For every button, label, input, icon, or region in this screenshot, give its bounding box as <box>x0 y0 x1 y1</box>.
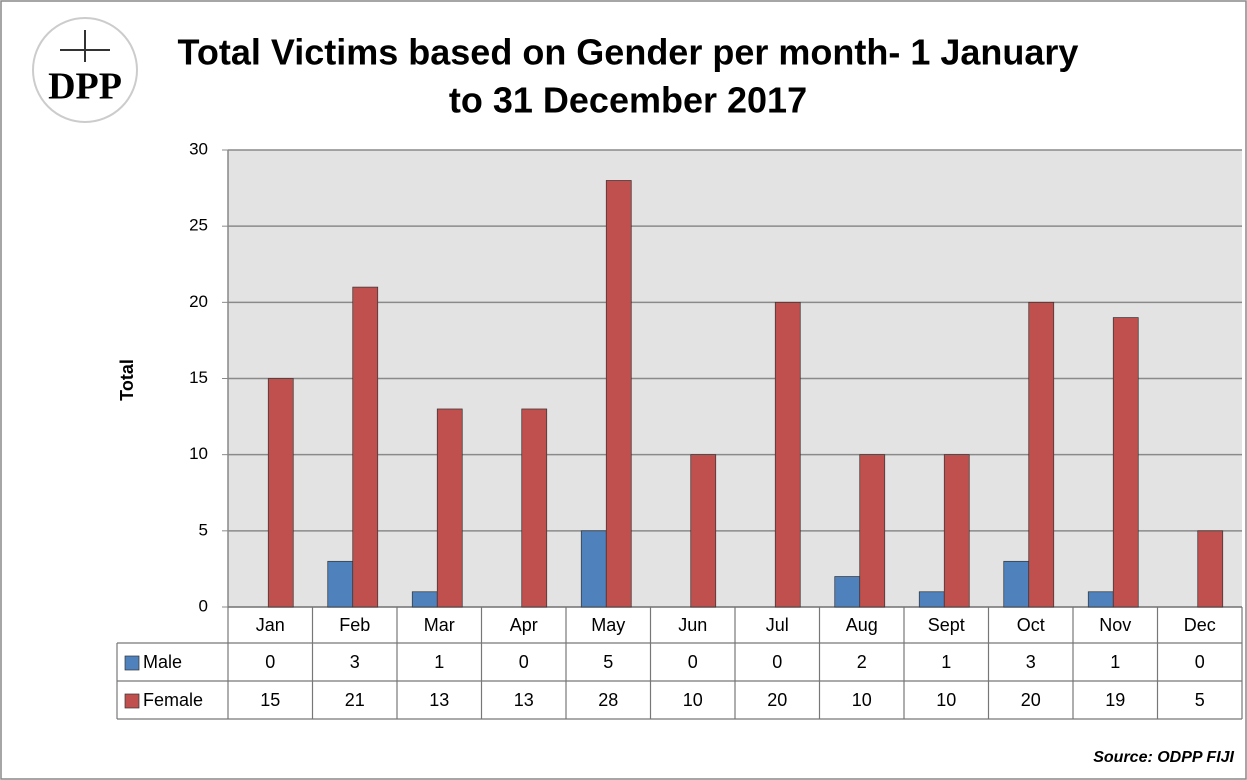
y-tick-label: 15 <box>189 368 208 387</box>
bar <box>605 180 632 608</box>
bar <box>1028 301 1055 608</box>
table-value: 3 <box>350 652 360 672</box>
x-tick-label: Apr <box>510 615 538 635</box>
bar <box>327 560 354 608</box>
legend-label: Male <box>143 652 182 672</box>
table-value: 1 <box>434 652 444 672</box>
y-tick-label: 30 <box>189 139 208 158</box>
bar <box>411 591 438 608</box>
table-value: 0 <box>265 652 275 672</box>
table-value: 20 <box>1021 690 1041 710</box>
chart-title: to 31 December 2017 <box>449 80 807 121</box>
chart-title: Total Victims based on Gender per month-… <box>178 32 1079 73</box>
table-value: 1 <box>1110 652 1120 672</box>
bar <box>690 454 717 608</box>
x-tick-label: Jan <box>256 615 285 635</box>
table-value: 28 <box>598 690 618 710</box>
x-tick-label: Mar <box>424 615 455 635</box>
table-value: 19 <box>1105 690 1125 710</box>
y-tick-label: 20 <box>189 292 208 311</box>
bar <box>943 454 970 608</box>
bar <box>834 576 861 608</box>
table-value: 10 <box>936 690 956 710</box>
table-value: 0 <box>772 652 782 672</box>
x-tick-label: Oct <box>1017 615 1045 635</box>
bar <box>580 530 607 608</box>
x-tick-label: Feb <box>339 615 370 635</box>
table-value: 10 <box>852 690 872 710</box>
x-tick-label: May <box>591 615 625 635</box>
bar <box>774 301 801 608</box>
bar <box>436 408 463 608</box>
bar <box>918 591 945 608</box>
bar <box>1087 591 1114 608</box>
table-value: 5 <box>603 652 613 672</box>
table-value: 13 <box>514 690 534 710</box>
source: Source: ODPP FIJI <box>1093 749 1234 766</box>
table-value: 2 <box>857 652 867 672</box>
bar <box>352 286 379 608</box>
table-value: 10 <box>683 690 703 710</box>
y-axis-label: Total <box>117 359 137 401</box>
x-tick-label: Sept <box>928 615 965 635</box>
table-value: 1 <box>941 652 951 672</box>
legend-key <box>124 693 140 709</box>
x-tick-label: Aug <box>846 615 878 635</box>
bar <box>1003 560 1030 608</box>
y-tick-label: 10 <box>189 444 208 463</box>
y-tick-label: 5 <box>199 520 208 539</box>
table-value: 0 <box>1195 652 1205 672</box>
logo: DPP <box>32 17 138 123</box>
table-value: 5 <box>1195 690 1205 710</box>
bar <box>267 378 294 608</box>
table-value: 3 <box>1026 652 1036 672</box>
table-value: 13 <box>429 690 449 710</box>
x-tick-label: Jul <box>766 615 789 635</box>
x-tick-label: Nov <box>1099 615 1131 635</box>
x-tick-label: Jun <box>678 615 707 635</box>
y-tick-label: 25 <box>189 216 208 235</box>
table-value: 0 <box>688 652 698 672</box>
bar <box>859 454 886 608</box>
table-value: 20 <box>767 690 787 710</box>
legend-label: Female <box>143 690 203 710</box>
legend-key <box>124 655 140 671</box>
bar <box>1197 530 1224 608</box>
logo-ring <box>32 17 138 123</box>
table-value: 0 <box>519 652 529 672</box>
table-value: 21 <box>345 690 365 710</box>
bar <box>1112 317 1139 608</box>
logo-text: DPP <box>48 66 122 108</box>
x-tick-label: Dec <box>1184 615 1216 635</box>
y-tick-label: 0 <box>199 596 208 615</box>
bar <box>521 408 548 608</box>
table-value: 15 <box>260 690 280 710</box>
